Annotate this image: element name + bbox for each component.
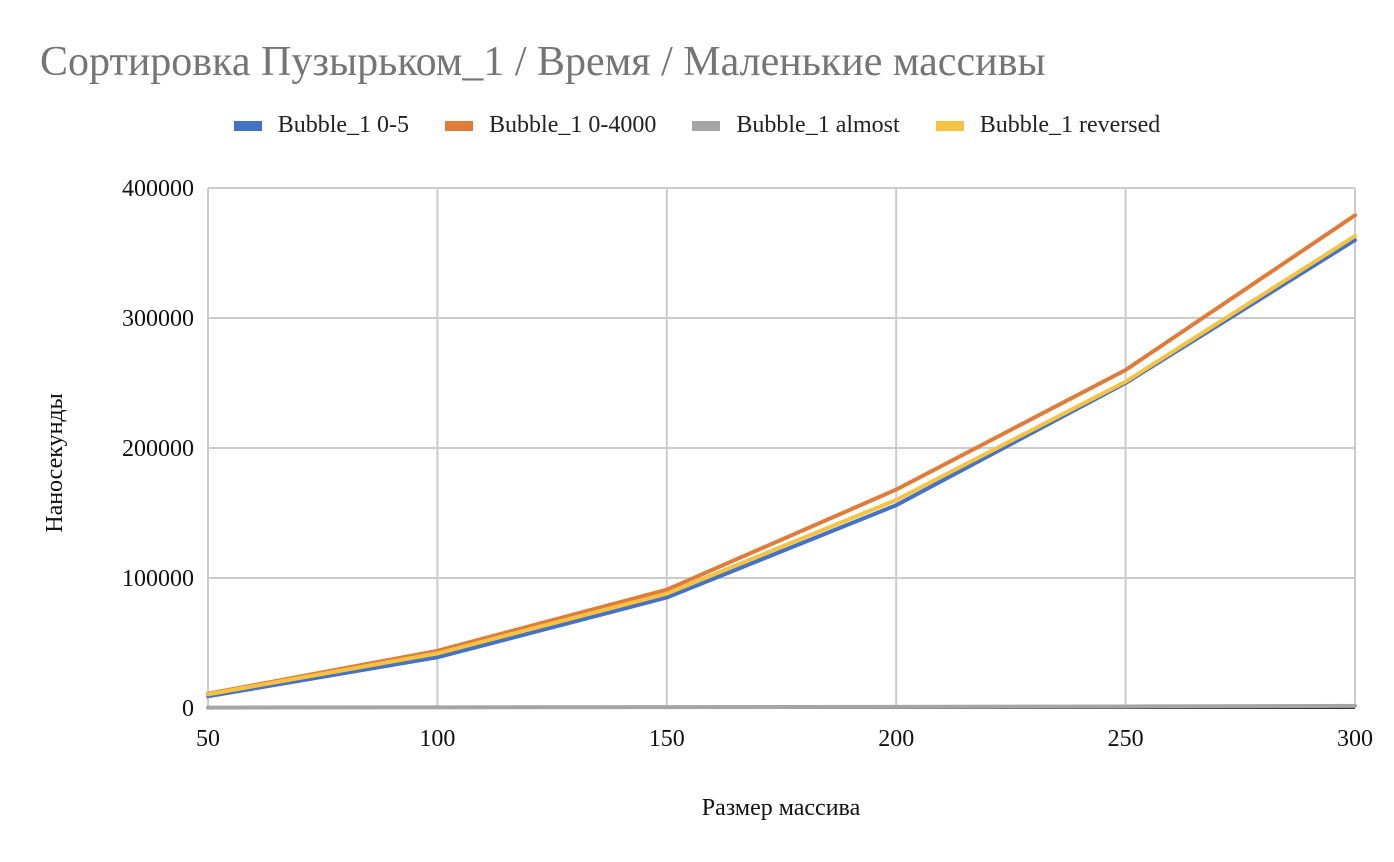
legend-label: Bubble_1 almost xyxy=(736,112,900,138)
series-line-3 xyxy=(206,703,1357,710)
grid xyxy=(207,187,1356,709)
legend-label: Bubble_1 reversed xyxy=(979,112,1161,138)
x-tick-label: 150 xyxy=(649,726,685,752)
y-tick-label: 400000 xyxy=(122,176,194,202)
y-tick-label: 100000 xyxy=(122,566,194,592)
legend-swatch xyxy=(935,120,964,131)
legend-swatch xyxy=(233,120,262,131)
series-lines xyxy=(206,213,1357,710)
x-tick-label: 250 xyxy=(1108,726,1144,752)
legend-item: Bubble_1 0-5 xyxy=(233,112,410,139)
x-tick-label: 50 xyxy=(196,726,220,752)
chart-title: Сортировка Пузырьком_1 / Время / Маленьк… xyxy=(40,39,1046,85)
tick-labels: 50 100 150 200 250 300 0 100000 200000 300000 4000… xyxy=(122,176,1373,752)
legend-item: Bubble_1 reversed xyxy=(935,112,1161,139)
legend-item: Bubble_1 almost xyxy=(692,112,900,139)
series-line-1 xyxy=(206,238,1357,699)
legend-item: Bubble_1 0-4000 xyxy=(445,112,656,139)
legend-swatch xyxy=(445,120,474,131)
y-tick-label: 200000 xyxy=(122,436,194,462)
legend: Bubble_1 0-5 Bubble_1 0-4000 Bubble_1 al… xyxy=(0,112,1394,139)
x-tick-label: 100 xyxy=(419,726,455,752)
series-line-4 xyxy=(206,234,1357,697)
y-tick-label: 300000 xyxy=(122,306,194,332)
x-tick-label: 300 xyxy=(1337,726,1373,752)
legend-swatch xyxy=(692,120,721,131)
y-tick-label: 0 xyxy=(182,696,194,722)
y-axis-title: Наносекунды xyxy=(42,393,68,533)
x-axis-title: Размер массива xyxy=(702,795,861,821)
series-line-2 xyxy=(206,213,1357,696)
legend-label: Bubble_1 0-5 xyxy=(277,112,410,138)
legend-label: Bubble_1 0-4000 xyxy=(489,112,657,138)
x-tick-label: 200 xyxy=(878,726,914,752)
